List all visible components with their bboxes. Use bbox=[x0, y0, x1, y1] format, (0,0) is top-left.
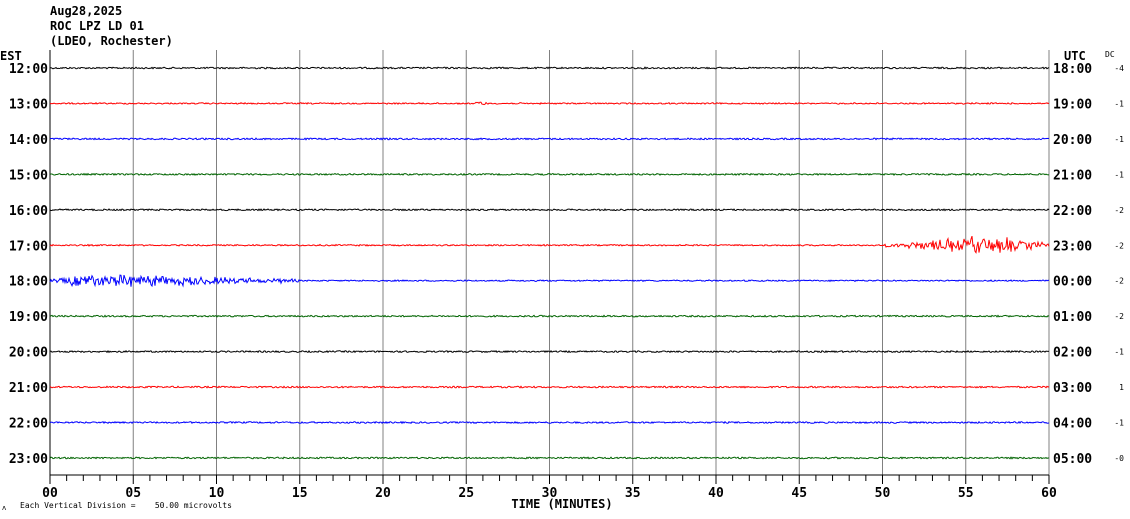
x-tick-label: 55 bbox=[958, 486, 974, 501]
dc-value: -1 bbox=[1114, 135, 1124, 144]
station-label: ROC LPZ LD 01 bbox=[50, 19, 144, 33]
x-tick-label: 60 bbox=[1041, 486, 1057, 501]
est-label: EST bbox=[0, 49, 22, 63]
x-tick-label: 35 bbox=[625, 486, 641, 501]
utc-time-label: 18:00 bbox=[1053, 62, 1092, 77]
trace-line bbox=[49, 172, 1050, 176]
corner-mark: ʌ bbox=[2, 504, 6, 512]
est-time-label: 17:00 bbox=[9, 239, 48, 254]
est-time-label: 12:00 bbox=[9, 62, 48, 77]
dc-value: -2 bbox=[1114, 312, 1124, 321]
est-time-label: 15:00 bbox=[9, 168, 48, 183]
trace-line bbox=[49, 137, 1050, 141]
dc-value: 1 bbox=[1119, 383, 1124, 392]
utc-time-label: 04:00 bbox=[1053, 417, 1092, 432]
dc-value: -2 bbox=[1114, 277, 1124, 286]
utc-time-label: 21:00 bbox=[1053, 168, 1092, 183]
utc-time-label: 20:00 bbox=[1053, 133, 1092, 148]
est-time-label: 19:00 bbox=[9, 310, 48, 325]
x-tick-label: 15 bbox=[292, 486, 308, 501]
trace-line bbox=[49, 101, 1050, 106]
trace-line bbox=[49, 314, 1050, 318]
dc-value: -1 bbox=[1114, 170, 1124, 179]
est-time-label: 16:00 bbox=[9, 204, 48, 219]
dc-value: -1 bbox=[1114, 348, 1124, 357]
trace-line bbox=[49, 66, 1050, 70]
utc-time-label: 03:00 bbox=[1053, 381, 1092, 396]
x-tick-label: 20 bbox=[375, 486, 391, 501]
dc-value: -4 bbox=[1114, 64, 1124, 73]
utc-time-label: 05:00 bbox=[1053, 452, 1092, 467]
scale-note: Each Vertical Division = 50.00 microvolt… bbox=[20, 501, 232, 510]
trace-line bbox=[49, 349, 1050, 354]
trace-line bbox=[49, 208, 1050, 212]
est-time-label: 22:00 bbox=[9, 417, 48, 432]
est-time-label: 14:00 bbox=[9, 133, 48, 148]
trace-line bbox=[49, 420, 1050, 425]
utc-time-label: 02:00 bbox=[1053, 346, 1092, 361]
date-label: Aug28,2025 bbox=[50, 4, 123, 18]
x-axis-title: TIME (MINUTES) bbox=[511, 497, 612, 511]
dc-label: DC bbox=[1105, 50, 1115, 59]
x-tick-label: 00 bbox=[42, 486, 58, 501]
x-tick-label: 25 bbox=[458, 486, 474, 501]
x-tick-label: 30 bbox=[542, 486, 558, 501]
utc-time-label: 00:00 bbox=[1053, 275, 1092, 290]
x-tick-label: 05 bbox=[125, 486, 141, 501]
dc-value: -1 bbox=[1114, 419, 1124, 428]
utc-time-label: 23:00 bbox=[1053, 239, 1092, 254]
dc-value: -2 bbox=[1114, 241, 1124, 250]
est-time-label: 20:00 bbox=[9, 346, 48, 361]
utc-time-label: 01:00 bbox=[1053, 310, 1092, 325]
trace-line bbox=[49, 274, 1050, 288]
x-tick-label: 50 bbox=[875, 486, 891, 501]
dc-value: -0 bbox=[1114, 454, 1124, 463]
est-time-label: 21:00 bbox=[9, 381, 48, 396]
utc-time-label: 22:00 bbox=[1053, 204, 1092, 219]
network-label: (LDEO, Rochester) bbox=[50, 34, 173, 48]
trace-line bbox=[49, 385, 1050, 389]
dc-value: -1 bbox=[1114, 99, 1124, 108]
x-tick-label: 40 bbox=[708, 486, 724, 501]
x-tick-label: 45 bbox=[791, 486, 807, 501]
est-time-label: 18:00 bbox=[9, 275, 48, 290]
utc-label: UTC bbox=[1064, 49, 1086, 63]
x-tick-label: 10 bbox=[209, 486, 225, 501]
est-time-label: 23:00 bbox=[9, 452, 48, 467]
est-time-label: 13:00 bbox=[9, 97, 48, 112]
dc-value: -2 bbox=[1114, 206, 1124, 215]
trace-line bbox=[49, 235, 1050, 254]
trace-line bbox=[49, 456, 1050, 460]
utc-time-label: 19:00 bbox=[1053, 97, 1092, 112]
